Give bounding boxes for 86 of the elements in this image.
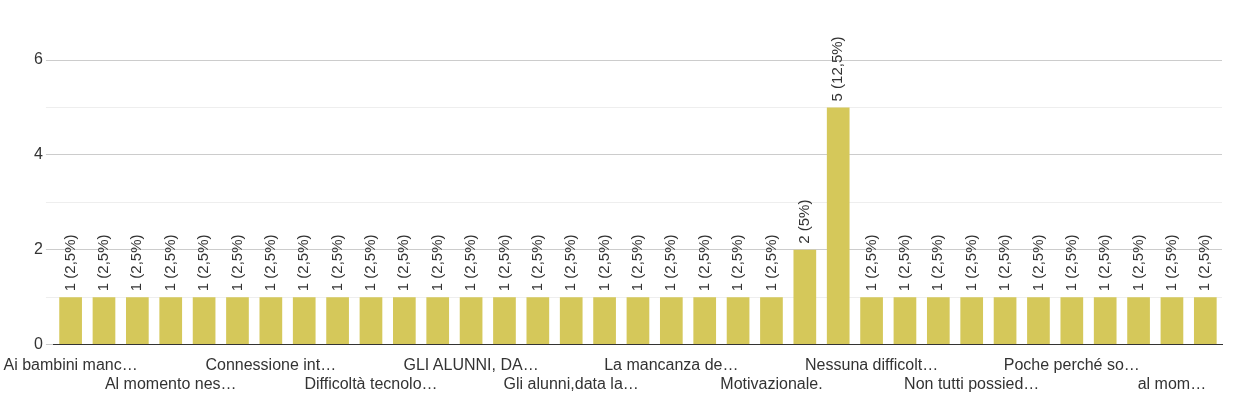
data-label: 1 (2,5%) [1061,234,1079,292]
data-label: 1 (2,5%) [861,234,879,292]
bar [393,297,416,345]
x-tick-label: al mom… [1137,374,1207,392]
data-label: 5 (12,5%) [828,36,846,102]
x-tick-label: Difficoltà tecnolo… [304,374,438,392]
bar [626,297,650,345]
bar [259,297,283,345]
data-label: 1 (2,5%) [628,234,646,292]
bar [1060,297,1084,345]
data-label: 1 (2,5%) [594,234,612,292]
bar [926,297,950,345]
bar [292,297,316,345]
bar [526,297,550,345]
data-label: 1 (2,5%) [160,234,178,292]
data-label: 1 (2,5%) [961,234,979,292]
data-label: 1 (2,5%) [94,234,112,292]
y-tick-label: 4 [34,145,44,163]
data-label: 1 (2,5%) [361,234,379,292]
bar [860,297,883,345]
data-label: 1 (2,5%) [294,234,312,292]
y-tick-label: 2 [34,240,44,258]
bar [192,297,216,345]
x-tick-label: Poche perché so… [1003,355,1140,373]
data-label: 1 (2,5%) [1195,234,1213,292]
data-label: 1 (2,5%) [227,234,245,292]
data-label: 1 (2,5%) [561,234,579,292]
x-tick-label: Nessuna difficolt… [805,355,939,373]
data-label: 1 (2,5%) [494,234,512,292]
bar [760,297,783,345]
bar [359,297,383,345]
data-label: 1 (2,5%) [928,234,946,292]
bar [993,297,1017,345]
data-label: 1 (2,5%) [461,234,479,292]
bar [92,297,116,345]
x-tick-label: GLI ALUNNI, DA… [403,355,539,373]
y-tick-label: 0 [34,335,44,353]
bar [1127,297,1150,345]
bar [1160,297,1184,345]
bar [960,297,984,345]
data-label: 1 (2,5%) [1128,234,1146,292]
bar [226,297,249,345]
data-label: 2 (5%) [794,199,812,244]
bar [59,297,82,345]
data-label: 1 (2,5%) [527,234,545,292]
data-label: 1 (2,5%) [728,234,746,292]
data-label: 1 (2,5%) [1028,234,1046,292]
data-label: 1 (2,5%) [995,234,1013,292]
data-label: 1 (2,5%) [127,234,145,292]
bar [559,297,583,345]
x-tick-label: Gli alunni,data la… [503,374,639,392]
bar [326,297,349,345]
data-label: 1 (2,5%) [661,234,679,292]
data-label: 1 (2,5%) [60,234,78,292]
data-label: 1 (2,5%) [761,234,779,292]
bar [1093,297,1117,345]
x-tick-label: Al momento nes… [104,374,237,392]
bar [1027,297,1050,345]
bar [1193,297,1217,345]
data-label: 1 (2,5%) [694,234,712,292]
x-tick-label: La mancanza de… [604,355,739,373]
bar [593,297,616,345]
bar [426,297,450,345]
data-label: 1 (2,5%) [327,234,345,292]
bar [659,297,683,345]
data-label: 1 (2,5%) [427,234,445,292]
bar [126,297,149,345]
data-label: 1 (2,5%) [1162,234,1180,292]
bar [726,297,750,345]
bar [693,297,717,345]
x-tick-label: Non tutti possied… [904,374,1040,392]
data-label: 1 (2,5%) [194,234,212,292]
bar [159,297,183,345]
data-label: 1 (2,5%) [394,234,412,292]
bar [893,297,917,345]
x-tick-label: Ai bambini manc… [3,355,138,373]
x-tick-label: Motivazionale. [720,374,823,392]
bar [459,297,483,345]
bar [826,107,850,345]
x-tick-label: Connessione int… [205,355,337,373]
bar [793,249,817,345]
data-label: 1 (2,5%) [895,234,913,292]
data-label: 1 (2,5%) [1095,234,1113,292]
data-label: 1 (2,5%) [260,234,278,292]
bar [493,297,516,345]
y-tick-label: 6 [34,50,44,68]
